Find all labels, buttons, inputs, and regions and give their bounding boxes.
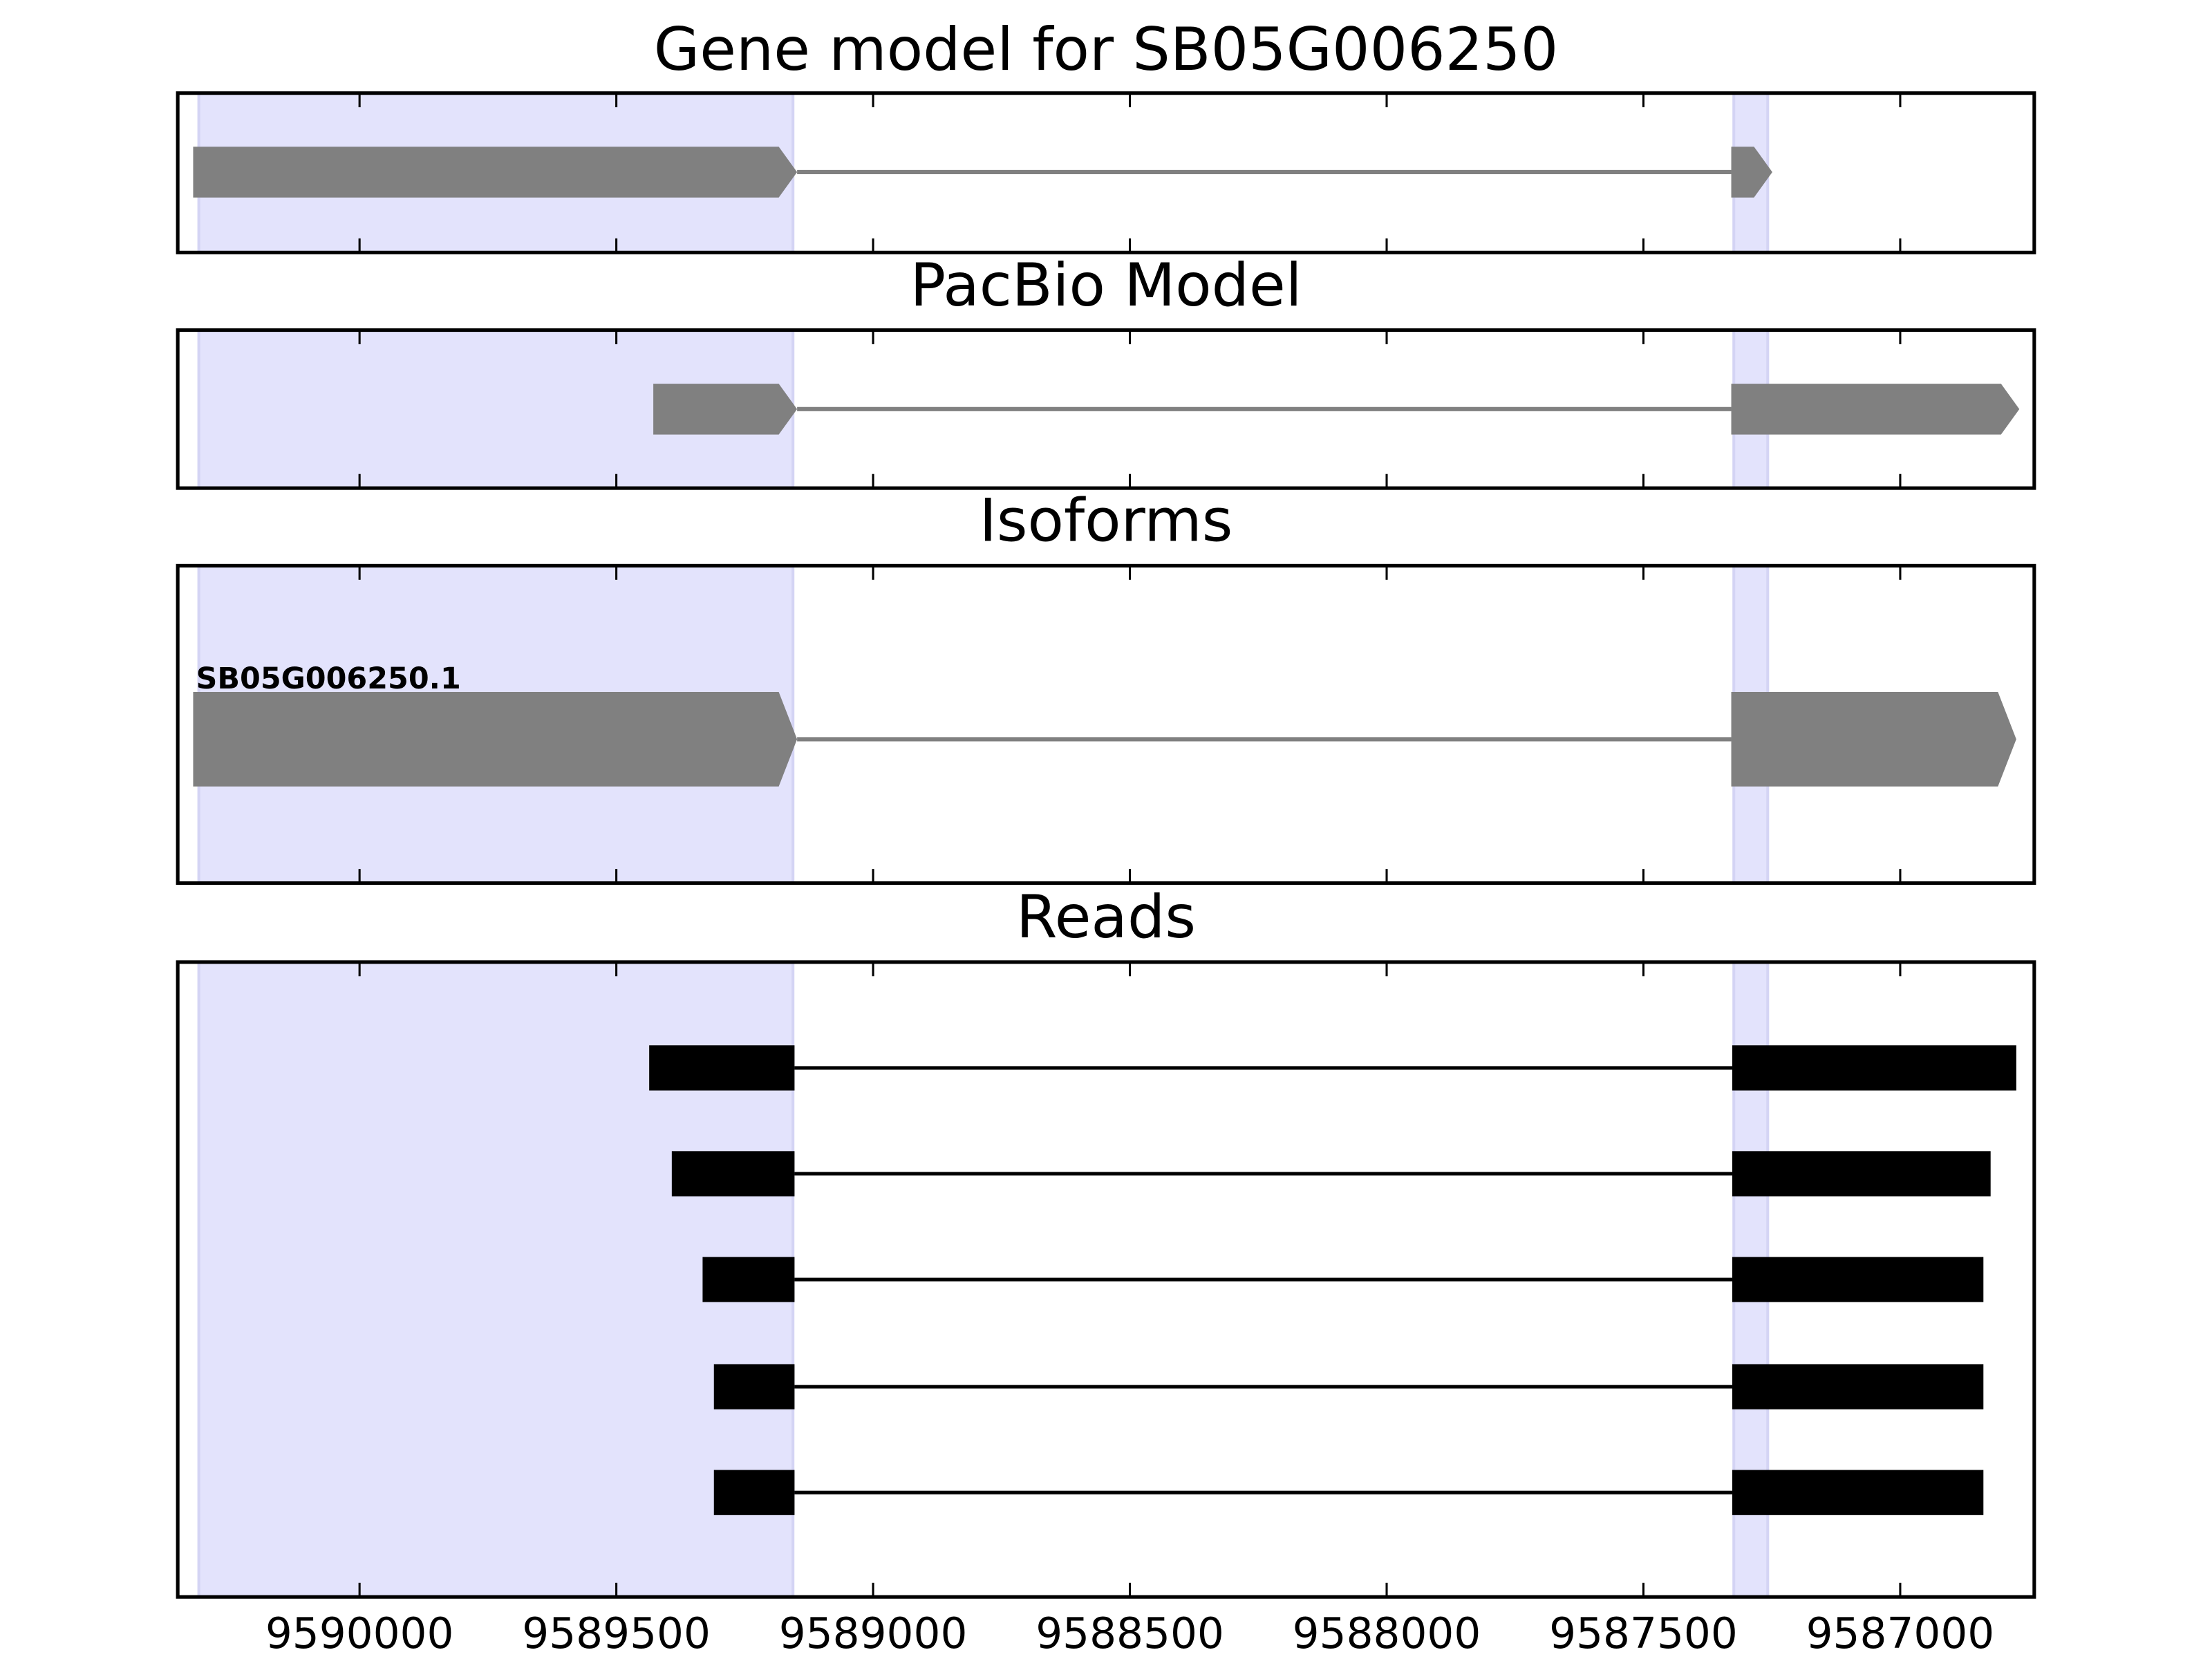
panel-title: Gene model for SB05G006250 [654,15,1558,84]
exon [653,384,798,435]
isoform-label: SB05G006250.1 [196,662,461,696]
read-block [1732,1364,1984,1409]
read-block [713,1470,795,1515]
panel-frame [176,960,2036,1599]
panel-frame [176,328,2036,490]
panel-frame [176,563,2036,885]
read-block [702,1257,795,1302]
exon [1731,147,1772,198]
read-block [671,1151,795,1197]
exon [193,692,798,787]
x-tick-label: 9589000 [779,1609,968,1658]
x-tick-label: 9587500 [1549,1609,1738,1658]
x-tick-label: 9587000 [1806,1609,1995,1658]
exon [1731,384,2020,435]
x-tick-label: 9588500 [1035,1609,1224,1658]
x-tick-label: 9589500 [522,1609,711,1658]
read-block [1732,1045,2016,1091]
x-tick-label: 9588000 [1293,1609,1481,1658]
exon [193,147,798,198]
read-block [649,1045,795,1091]
read-block [713,1364,795,1409]
x-tick-label: 9590000 [265,1609,454,1658]
read-block [1732,1151,1991,1197]
read-block [1732,1257,1984,1302]
panel-title: Reads [1016,883,1196,952]
panel-frame [176,91,2036,254]
read-block [1732,1470,1984,1515]
exon [1731,692,2016,787]
panel-title: PacBio Model [910,251,1302,320]
panel-title: Isoforms [980,487,1233,556]
